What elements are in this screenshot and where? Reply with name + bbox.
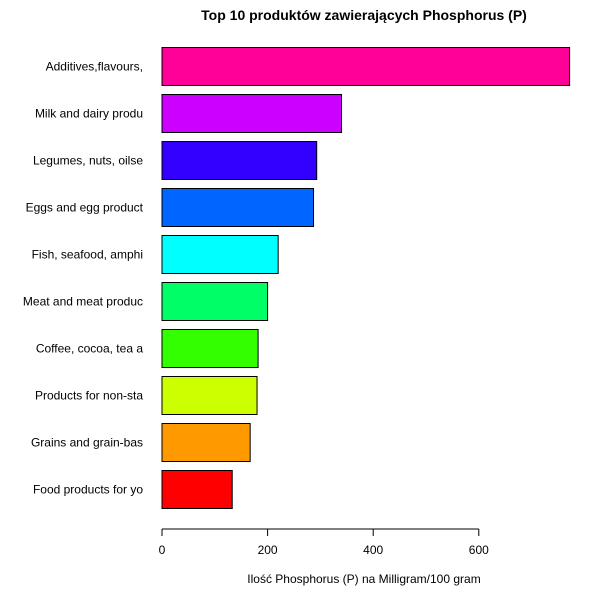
category-label: Meat and meat produc [23, 295, 143, 309]
bar [161, 47, 571, 86]
category-label: Food products for yo [33, 483, 143, 497]
x-axis: 0 200 400 600 [159, 528, 489, 557]
category-label: Coffee, cocoa, tea a [36, 342, 144, 356]
x-tick-label: 200 [258, 543, 278, 557]
category-label: Eggs and egg product [26, 201, 144, 215]
x-tick-label: 0 [159, 543, 166, 557]
bar [161, 141, 318, 180]
category-label: Additives,flavours, [46, 60, 143, 74]
chart-title: Top 10 produktów zawierających Phosphoru… [201, 7, 527, 23]
bar [161, 470, 233, 509]
bars-group [161, 47, 571, 509]
category-label: Legumes, nuts, oilse [33, 154, 143, 168]
bar [161, 282, 269, 321]
category-label: Grains and grain-bas [31, 436, 143, 450]
x-tick-label: 600 [469, 543, 489, 557]
category-label: Fish, seafood, amphi [32, 248, 143, 262]
bar [161, 94, 343, 133]
bar [161, 423, 251, 462]
bar [161, 329, 259, 368]
x-tick-label: 400 [363, 543, 383, 557]
bar [161, 235, 279, 274]
bar [161, 376, 258, 415]
x-axis-label: Ilość Phosphorus (P) na Milligram/100 gr… [247, 572, 480, 586]
category-labels-group: Additives,flavours, Milk and dairy produ L… [23, 60, 144, 497]
category-label: Milk and dairy produ [35, 107, 143, 121]
bar [161, 188, 315, 227]
category-label: Products for non-sta [35, 389, 143, 403]
